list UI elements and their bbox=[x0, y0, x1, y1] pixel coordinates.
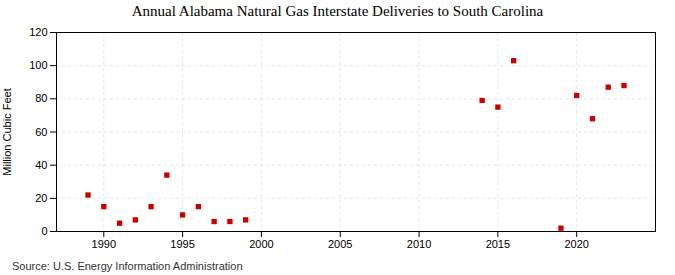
svg-text:100: 100 bbox=[29, 59, 47, 71]
svg-text:2005: 2005 bbox=[328, 238, 352, 250]
html-text:Source: U.S. Energy Informatio: Source: U.S. Energy Information Administ… bbox=[12, 260, 243, 272]
svg-text:2010: 2010 bbox=[407, 238, 431, 250]
svg-text:80: 80 bbox=[35, 92, 47, 104]
html-text:Annual Alabama Natural Gas Int: Annual Alabama Natural Gas Interstate De… bbox=[131, 3, 544, 19]
svg-text:120: 120 bbox=[29, 26, 47, 38]
svg-text:1990: 1990 bbox=[92, 238, 116, 250]
svg-text:Million Cubic Feet: Million Cubic Feet bbox=[1, 88, 13, 175]
svg-text:60: 60 bbox=[35, 126, 47, 138]
svg-text:2020: 2020 bbox=[564, 238, 588, 250]
svg-text:2000: 2000 bbox=[249, 238, 273, 250]
svg-text:0: 0 bbox=[41, 225, 47, 237]
svg-text:40: 40 bbox=[35, 159, 47, 171]
svg-text:20: 20 bbox=[35, 192, 47, 204]
svg-text:2015: 2015 bbox=[486, 238, 510, 250]
svg-text:1995: 1995 bbox=[170, 238, 194, 250]
